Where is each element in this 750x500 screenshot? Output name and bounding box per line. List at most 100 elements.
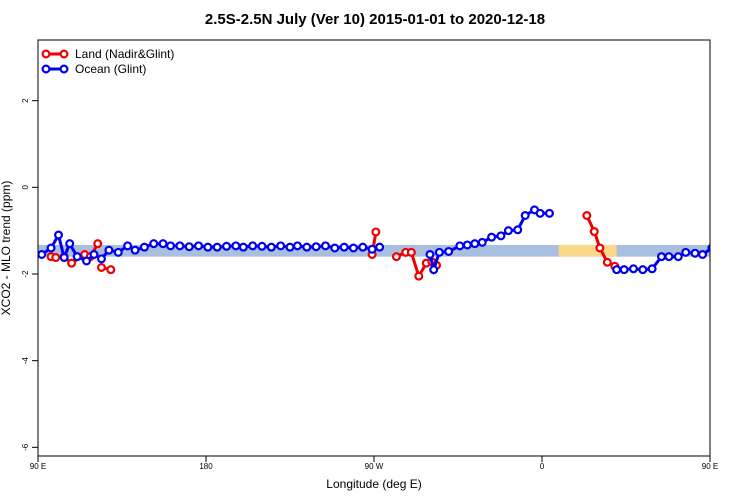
ocean-data-point: [367, 244, 377, 254]
ocean-data-point: [96, 254, 106, 264]
ocean-data-point: [434, 247, 444, 257]
ocean-data-point: [375, 242, 385, 252]
x-tick-label: 90 E: [30, 462, 46, 471]
land-data-point: [96, 263, 106, 273]
land-legend-label: Land (Nadir&Glint): [75, 47, 174, 61]
legend: Land (Nadir&Glint)Ocean (Glint): [41, 47, 174, 76]
ocean-data-point: [65, 239, 75, 249]
ocean-data-point: [231, 241, 241, 251]
ocean-data-point: [470, 239, 480, 249]
ocean-data-point: [194, 241, 204, 251]
ocean-data-point: [302, 242, 312, 252]
land-data-point: [736, 260, 743, 267]
ocean-data-point: [647, 264, 657, 274]
ocean-data-point: [292, 241, 302, 251]
ocean-data-point: [455, 241, 465, 251]
ocean-data-point: [358, 242, 368, 252]
ocean-data-point: [619, 265, 629, 275]
y-tick-label: 2: [21, 98, 30, 103]
land-data-point: [582, 211, 592, 221]
ocean-data-point: [348, 243, 358, 253]
ocean-data-point: [429, 265, 439, 275]
ocean-data-point: [716, 232, 723, 239]
series-group: [38, 205, 747, 281]
land-series-line: [721, 258, 740, 264]
y-tick-label: 0: [21, 185, 30, 190]
ocean-data-point: [166, 241, 176, 251]
ocean-data-point: [740, 253, 747, 260]
ocean-data-point: [266, 242, 276, 252]
ocean-data-point: [535, 208, 545, 218]
ocean-data-point: [139, 242, 149, 252]
y-axis: 2 0 -2 -4 -6: [21, 98, 38, 451]
ocean-data-point: [733, 249, 740, 256]
ocean-data-point: [707, 243, 710, 253]
land-data-point: [414, 271, 424, 281]
land-data-point: [718, 254, 725, 261]
land-data-point: [391, 252, 401, 262]
ocean-data-point: [82, 256, 92, 266]
ocean-data-point: [222, 241, 232, 251]
ocean-data-point: [212, 242, 222, 252]
ocean-data-point: [123, 241, 133, 251]
ocean-data-point: [330, 243, 340, 253]
ocean-data-point: [89, 250, 99, 260]
ocean-data-point: [727, 240, 734, 247]
ocean-data-point: [203, 242, 213, 252]
ocean-data-point: [311, 242, 321, 252]
ocean-data-point: [612, 265, 622, 275]
land-legend-marker-right: [59, 49, 69, 59]
land-data-point: [106, 265, 116, 275]
ocean-data-point: [104, 245, 114, 255]
x-tick-label: 0: [540, 462, 545, 471]
y-tick-label: -2: [21, 270, 30, 278]
ocean-data-point: [722, 251, 729, 258]
ocean-data-point: [175, 241, 185, 251]
land-data-point: [595, 243, 605, 253]
ocean-data-point: [184, 242, 194, 252]
land-data-point: [589, 227, 599, 237]
y-tick-label: -6: [21, 443, 30, 451]
x-tick-label: 180: [199, 462, 213, 471]
ocean-data-point: [54, 230, 64, 240]
ocean-data-point: [681, 247, 691, 257]
ocean-data-point: [158, 239, 168, 249]
land-data-point: [93, 239, 103, 249]
x-tick-label: 90 E: [702, 462, 718, 471]
land-data-point: [51, 253, 61, 263]
ocean-data-point: [149, 239, 159, 249]
ocean-data-point: [628, 264, 638, 274]
ocean-data-point: [238, 242, 248, 252]
land-data-point: [602, 257, 612, 267]
ocean-data-point: [113, 247, 123, 257]
ocean-data-point: [638, 265, 648, 275]
ocean-data-point: [544, 208, 554, 218]
x-tick-label: 90 W: [365, 462, 384, 471]
ocean-data-point: [487, 232, 497, 242]
ocean-data-point: [477, 237, 487, 247]
land-data-point: [723, 255, 730, 262]
ocean-data-point: [656, 252, 666, 262]
ocean-data-point: [320, 241, 330, 251]
ocean-data-point: [59, 253, 69, 263]
ocean-data-point: [496, 231, 506, 241]
ocean-data-point: [698, 250, 708, 260]
ocean-data-point: [130, 245, 140, 255]
ocean-data-point: [285, 242, 295, 252]
ocean-data-point: [503, 226, 513, 236]
land-data-point: [406, 247, 416, 257]
ocean-series-line: [428, 208, 550, 276]
ocean-data-point: [248, 241, 258, 251]
ocean-data-point: [520, 211, 530, 221]
ocean-data-point: [72, 252, 82, 262]
y-tick-label: -4: [21, 357, 30, 365]
land-data-point: [371, 227, 381, 237]
ocean-data-point: [513, 225, 523, 235]
ocean-data-point: [38, 250, 47, 259]
ocean-data-point: [425, 250, 435, 260]
land-band-africa: [558, 244, 617, 257]
ocean-series-line: [40, 231, 381, 263]
ocean-data-point: [690, 248, 700, 258]
ocean-data-point: [46, 243, 56, 253]
